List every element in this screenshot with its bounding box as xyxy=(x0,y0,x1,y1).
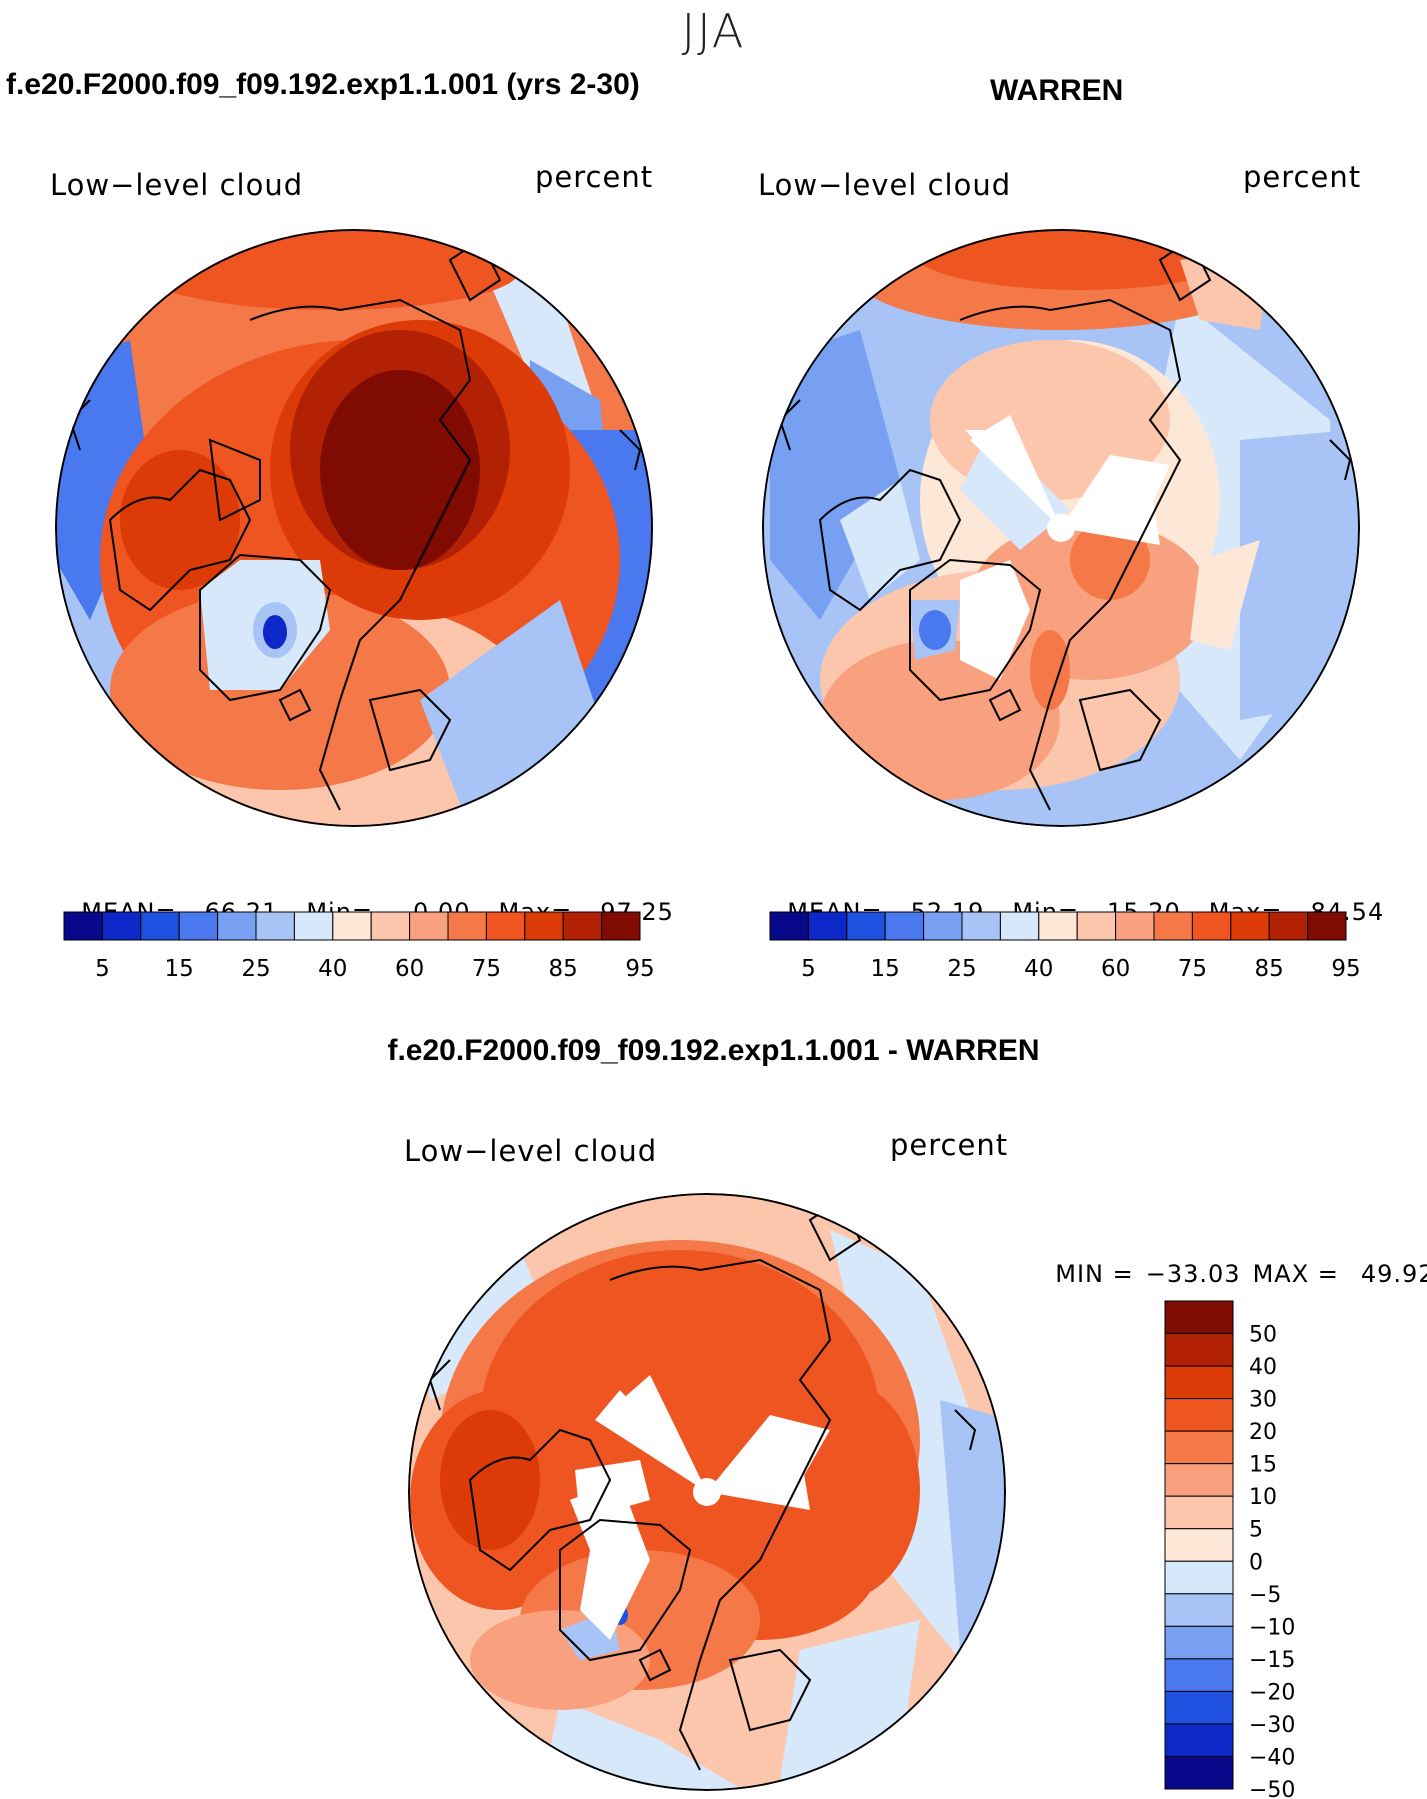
difference-colorbar-tick-label: −30 xyxy=(1249,1713,1295,1738)
difference-max-value: 49.92 xyxy=(1360,1260,1427,1288)
map-panel-model xyxy=(55,229,653,827)
panel2-units-label: percent xyxy=(1243,160,1362,194)
difference-colorbar-tick-label: 50 xyxy=(1249,1323,1277,1348)
difference-colorbar-swatch-1 xyxy=(1164,1333,1234,1367)
difference-colorbar-tick-label: −40 xyxy=(1249,1745,1295,1770)
panel1-colorbar-swatch-2 xyxy=(140,911,180,941)
panel1-colorbar-swatch-12 xyxy=(524,911,564,941)
panel1-colorbar-tick-label: 40 xyxy=(318,956,347,982)
panel1-colorbar-tick-label: 15 xyxy=(165,956,194,982)
panel1-colorbar-tick-label: 60 xyxy=(395,956,424,982)
panel2-colorbar-swatch-0 xyxy=(769,911,809,941)
panel2-case-title: WARREN xyxy=(990,74,1124,107)
panel1-colorbar-swatch-14 xyxy=(601,911,641,941)
panel2-colorbar-tick-label: 75 xyxy=(1178,956,1207,982)
difference-colorbar-swatch-3 xyxy=(1164,1398,1234,1432)
season-title: JJA xyxy=(681,4,746,58)
model-coastline xyxy=(68,238,642,811)
difference-colorbar-tick-label: −15 xyxy=(1249,1648,1295,1673)
panel2-colorbar-tick-label: 40 xyxy=(1024,956,1053,982)
panel1-colorbar-swatch-11 xyxy=(485,911,526,941)
difference-colorbar-tick-label: 40 xyxy=(1249,1355,1277,1380)
panel2-colorbar-tick-label: 60 xyxy=(1101,956,1130,982)
panel1-colorbar-tick-label: 85 xyxy=(549,956,578,982)
difference-colorbar-swatch-9 xyxy=(1164,1593,1234,1627)
difference-colorbar-swatch-2 xyxy=(1164,1365,1234,1400)
panel2-colorbar-swatch-6 xyxy=(999,911,1040,941)
map-panel-difference xyxy=(408,1193,1006,1791)
difference-colorbar-swatch-10 xyxy=(1164,1625,1234,1660)
panel2-colorbar-tick-label: 85 xyxy=(1255,956,1284,982)
map-panel-warren xyxy=(762,229,1360,827)
panel2-colorbar-swatch-2 xyxy=(846,911,886,941)
difference-colorbar-tick-label: −10 xyxy=(1249,1615,1295,1640)
panel1-colorbar-tick-label: 5 xyxy=(95,956,110,982)
panel2-colorbar-swatch-8 xyxy=(1076,911,1117,941)
difference-title: f.e20.F2000.f09_f09.192.exp1.1.001 - WAR… xyxy=(387,1034,1040,1067)
difference-colorbar-tick-label: −5 xyxy=(1249,1583,1281,1608)
difference-colorbar-tick-label: 20 xyxy=(1249,1420,1277,1445)
panel2-colorbar-swatch-10 xyxy=(1153,911,1193,941)
panel1-colorbar-swatch-1 xyxy=(101,911,142,941)
panel1-colorbar: 5 15 25 40 60 75 85 95 xyxy=(63,911,655,982)
difference-colorbar-tick-label: 10 xyxy=(1249,1485,1277,1510)
panel2-colorbar-swatch-12 xyxy=(1230,911,1270,941)
panel1-colorbar-swatch-10 xyxy=(447,911,487,941)
panel2-colorbar-swatch-7 xyxy=(1038,911,1078,941)
difference-colorbar-swatch-6 xyxy=(1164,1495,1234,1530)
difference-min-value: −33.03 xyxy=(1145,1260,1241,1288)
difference-colorbar-swatch-13 xyxy=(1164,1723,1234,1757)
panel1-colorbar-swatch-3 xyxy=(178,911,219,941)
panel2-colorbar-swatch-11 xyxy=(1191,911,1232,941)
panel1-colorbar-tick-label: 75 xyxy=(472,956,501,982)
panel2-colorbar: 5 15 25 40 60 75 85 95 xyxy=(769,911,1361,982)
difference-colorbar-tick-label: −20 xyxy=(1249,1680,1295,1705)
difference-minmax: MIN = −33.03 MAX = 49.92 xyxy=(1038,1232,1427,1288)
panel2-colorbar-swatch-3 xyxy=(884,911,925,941)
panel2-colorbar-tick-label: 5 xyxy=(801,956,816,982)
panel2-colorbar-swatch-9 xyxy=(1115,911,1155,941)
panel2-colorbar-swatch-5 xyxy=(961,911,1001,941)
panel2-colorbar-tick-label: 25 xyxy=(947,956,976,982)
panel1-colorbar-swatch-5 xyxy=(255,911,295,941)
difference-colorbar-swatch-4 xyxy=(1164,1430,1234,1465)
difference-colorbar-tick-label: 15 xyxy=(1249,1453,1277,1478)
panel2-colorbar-swatch-13 xyxy=(1268,911,1309,941)
panel1-colorbar-swatch-8 xyxy=(370,911,411,941)
panel1-case-title: f.e20.F2000.f09_f09.192.exp1.1.001 (yrs … xyxy=(6,68,640,101)
panel1-variable-label: Low−level cloud xyxy=(50,168,304,202)
difference-colorbar-tick-label: 0 xyxy=(1249,1550,1263,1575)
panel2-variable-label: Low−level cloud xyxy=(758,168,1012,202)
panel2-colorbar-swatch-1 xyxy=(807,911,848,941)
difference-colorbar-swatch-12 xyxy=(1164,1690,1234,1725)
panel2-colorbar-swatch-14 xyxy=(1307,911,1347,941)
difference-colorbar-swatch-8 xyxy=(1164,1560,1234,1595)
difference-colorbar-swatch-11 xyxy=(1164,1658,1234,1692)
difference-colorbar-swatch-5 xyxy=(1164,1463,1234,1497)
difference-colorbar-tick-label: 5 xyxy=(1249,1518,1263,1543)
difference-max-label: MAX = xyxy=(1252,1260,1339,1288)
panel2-colorbar-swatch-4 xyxy=(923,911,963,941)
difference-min-label: MIN = xyxy=(1055,1260,1134,1288)
difference-colorbar-tick-label: −50 xyxy=(1249,1778,1295,1799)
panel2-colorbar-tick-label: 15 xyxy=(871,956,900,982)
difference-colorbar-swatch-7 xyxy=(1164,1528,1234,1562)
difference-units-label: percent xyxy=(890,1128,1009,1162)
difference-variable-label: Low−level cloud xyxy=(404,1134,658,1168)
panel2-colorbar-tick-label: 95 xyxy=(1331,956,1360,982)
panel1-colorbar-swatch-4 xyxy=(217,911,257,941)
panel1-colorbar-swatch-0 xyxy=(63,911,103,941)
panel1-colorbar-swatch-13 xyxy=(562,911,603,941)
panel1-colorbar-swatch-9 xyxy=(409,911,449,941)
panel1-units-label: percent xyxy=(535,160,654,194)
difference-colorbar-tick-label: 30 xyxy=(1249,1388,1277,1413)
panel1-colorbar-tick-label: 25 xyxy=(241,956,270,982)
difference-colorbar-swatch-0 xyxy=(1164,1300,1234,1335)
panel1-colorbar-tick-label: 95 xyxy=(625,956,654,982)
panel1-colorbar-swatch-7 xyxy=(332,911,372,941)
panel1-colorbar-swatch-6 xyxy=(293,911,334,941)
difference-colorbar-swatch-14 xyxy=(1164,1755,1234,1790)
